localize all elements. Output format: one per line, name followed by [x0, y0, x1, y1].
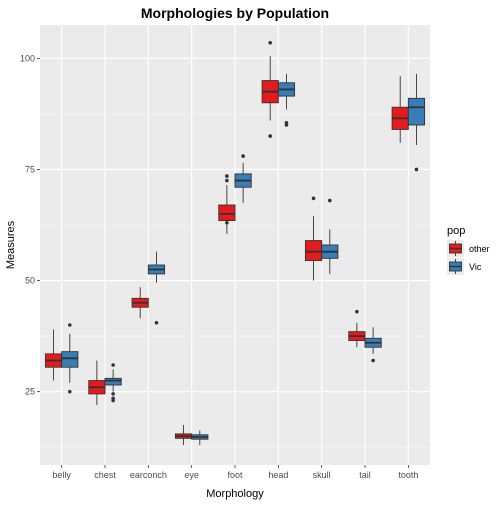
box-chest-other [88, 360, 106, 405]
chart-title: Morphologies by Population [141, 5, 329, 21]
outlier-point [355, 309, 359, 314]
x-tick-label: skull [313, 470, 331, 480]
legend: pop other Vic [447, 225, 490, 275]
box-foot-other [218, 174, 236, 234]
x-tick-label: head [268, 470, 288, 480]
legend-label: Vic [469, 262, 482, 272]
box-tail-other [348, 309, 366, 348]
outlier-point [225, 178, 229, 183]
outlier-point [111, 392, 115, 396]
outlier-point [327, 198, 332, 203]
legend-item-Vic: Vic [447, 258, 482, 275]
box-eye-Vic [191, 430, 209, 445]
x-tick-label: foot [227, 470, 243, 480]
box-head-Vic [277, 73, 296, 127]
x-tick-label: tail [359, 470, 371, 480]
axes-layer: 25 50 75 100 belly chest earconch eye foot head sk… [20, 53, 418, 480]
box-eye-other [174, 425, 193, 445]
y-tick-label: 75 [25, 164, 35, 174]
outlier-point [414, 167, 419, 172]
box-tail-Vic [364, 327, 382, 363]
legend-label: other [469, 244, 490, 254]
outlier-point [225, 220, 229, 225]
box-tooth-Vic [407, 73, 426, 172]
box-body [407, 97, 426, 126]
outlier-point [311, 196, 316, 201]
outlier-point [67, 323, 72, 327]
box-foot-Vic [234, 154, 252, 203]
box-body [304, 240, 323, 262]
boxes-layer [44, 40, 426, 445]
box-head-other [261, 40, 279, 138]
y-axis-title: Measures [5, 220, 17, 269]
outlier-point [268, 134, 273, 138]
legend-items: other Vic [447, 240, 490, 275]
x-axis-title: Morphology [206, 488, 264, 500]
y-tick-label: 100 [20, 53, 35, 63]
outlier-point [241, 154, 245, 158]
legend-title: pop [447, 225, 465, 237]
box-body [218, 204, 236, 222]
box-earconch-Vic [147, 251, 166, 325]
x-tick-label: belly [52, 470, 71, 480]
box-chest-Vic [104, 363, 122, 403]
outlier-point [284, 123, 289, 127]
x-tick-label: chest [94, 470, 116, 480]
legend-item-other: other [447, 240, 490, 257]
x-tick-label: eye [184, 470, 199, 480]
outlier-point [154, 320, 159, 325]
box-tooth-other [391, 76, 409, 143]
y-tick-label: 25 [25, 387, 35, 397]
outlier-point [225, 174, 229, 178]
outlier-point [111, 363, 115, 367]
outlier-point [268, 40, 273, 45]
y-tick-label: 50 [25, 276, 35, 286]
x-tick-label: tooth [398, 470, 418, 480]
outlier-point [67, 389, 72, 394]
outlier-point [371, 358, 375, 363]
x-tick-label: earconch [130, 470, 167, 480]
outlier-point [111, 398, 115, 403]
box-earconch-other [131, 287, 149, 319]
box-belly-Vic [61, 323, 79, 394]
box-body [61, 351, 79, 368]
box-belly-other [44, 329, 63, 381]
box-skull-Vic [321, 198, 339, 274]
box-body [104, 377, 122, 386]
